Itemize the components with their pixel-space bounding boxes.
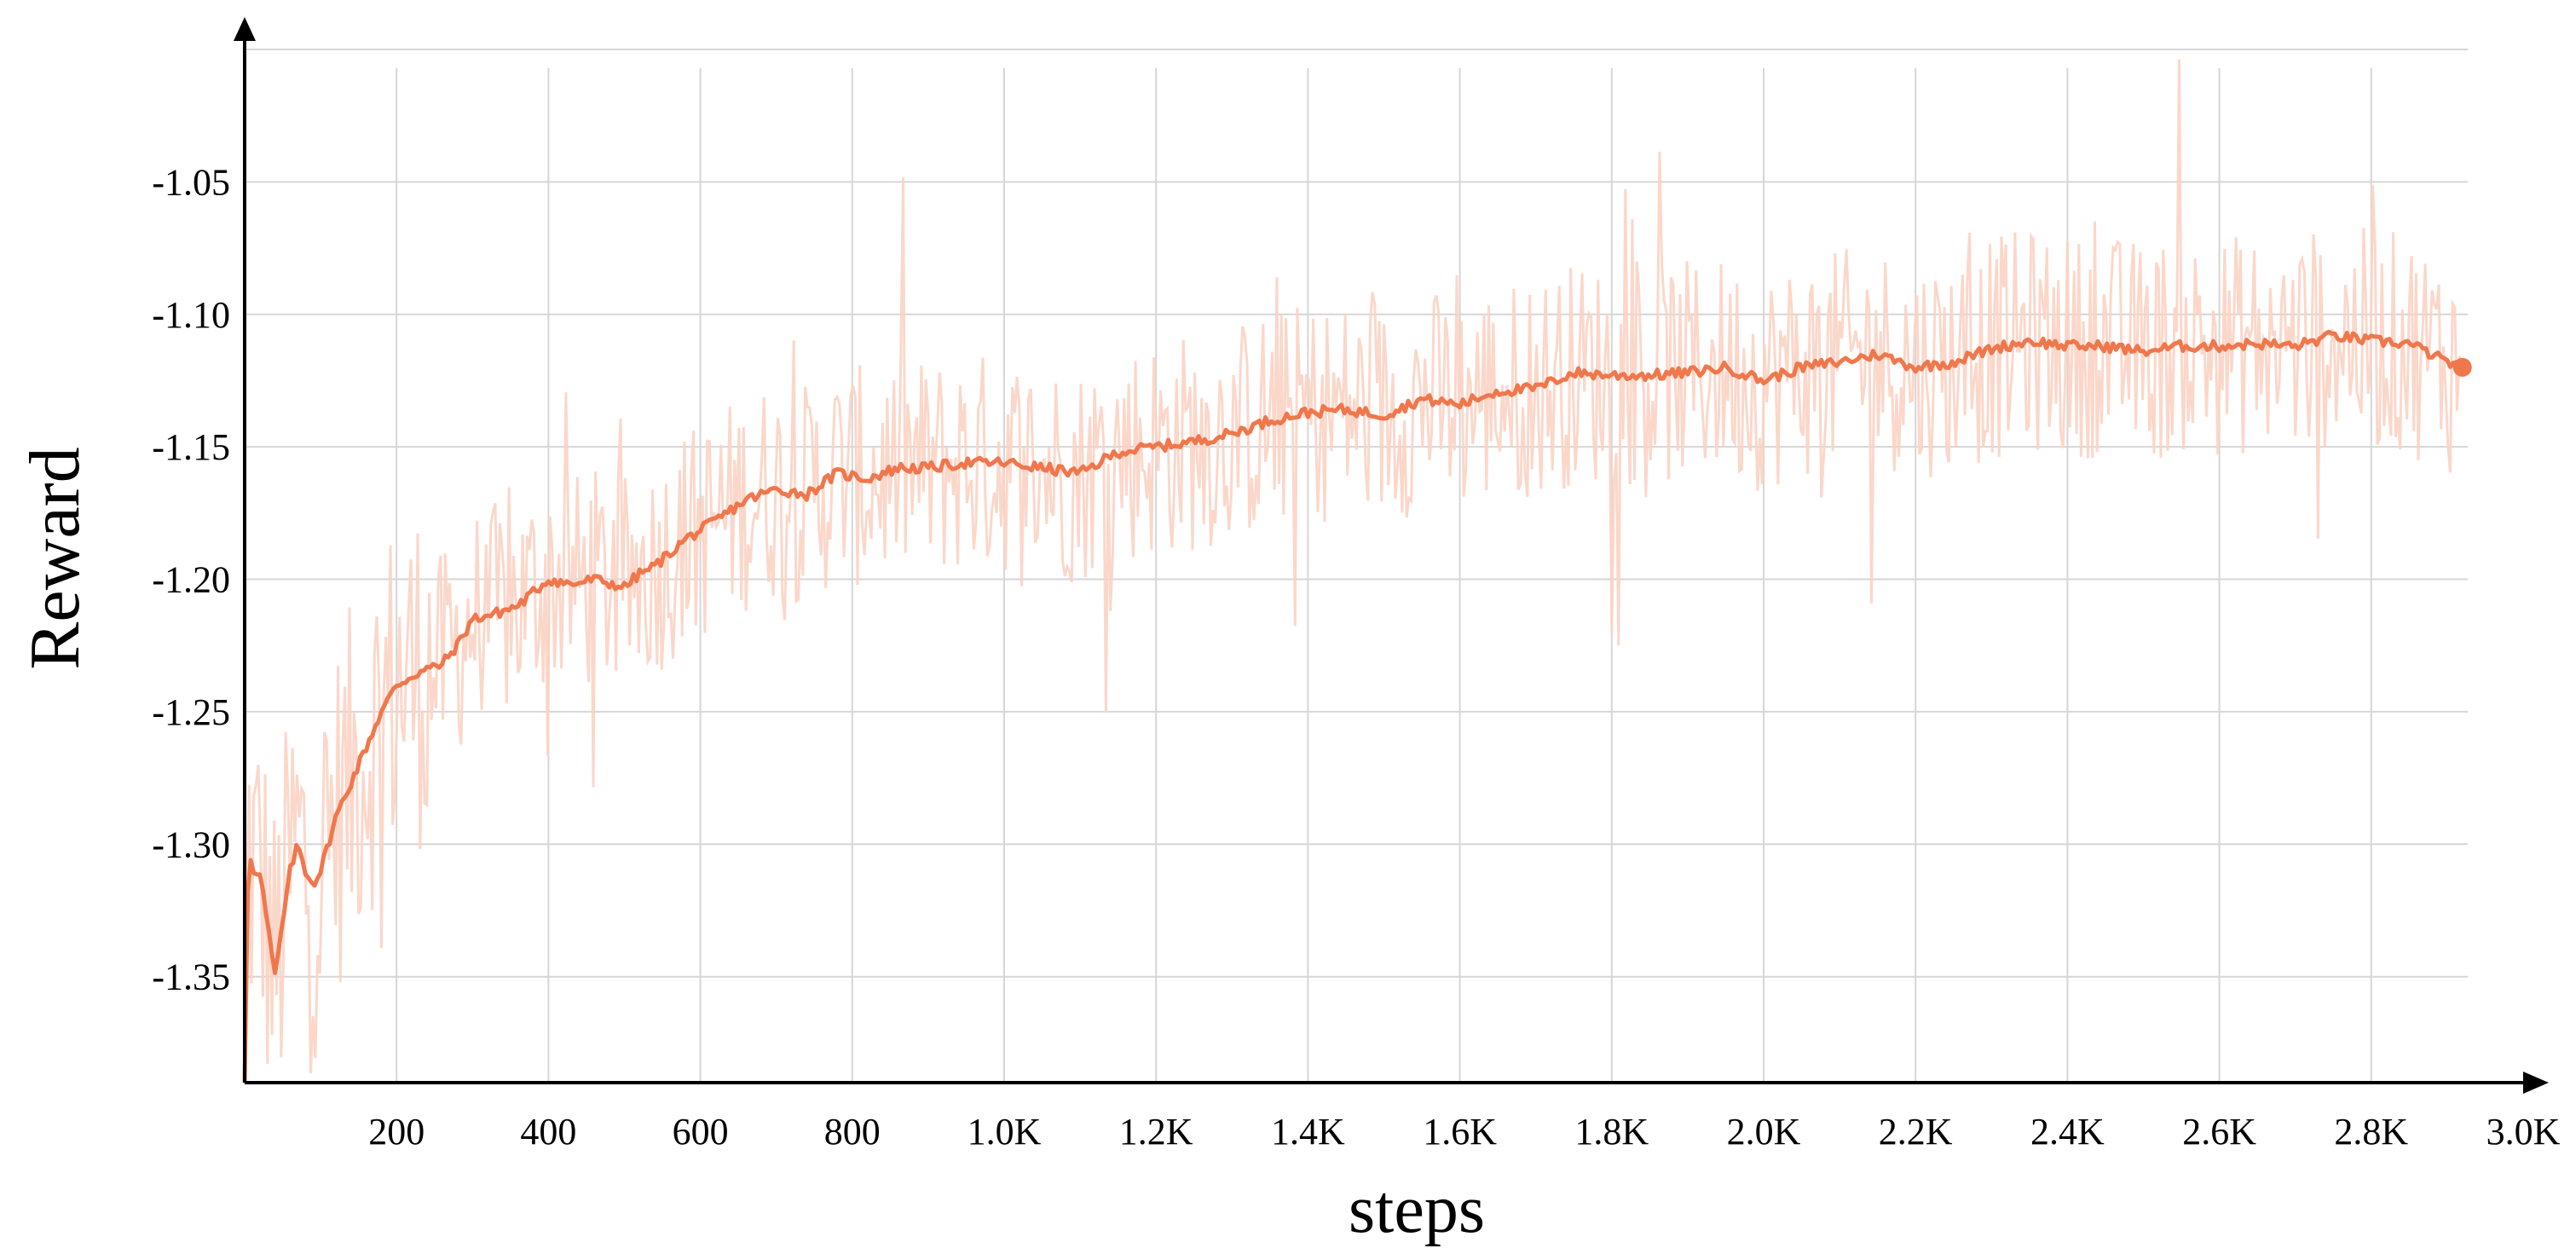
y-axis-arrow — [234, 17, 256, 41]
x-tick-label: 400 — [520, 1111, 576, 1153]
grid-lines — [245, 49, 2468, 1083]
x-tick-label: 2.2K — [1879, 1111, 1953, 1153]
y-tick-label: -1.30 — [152, 823, 230, 865]
y-tick-label: -1.25 — [152, 691, 230, 733]
x-tick-label: 800 — [824, 1111, 881, 1153]
y-axis-title: Reward — [15, 447, 95, 669]
raw-series-layer — [243, 59, 2463, 1074]
x-tick-label: 1.4K — [1271, 1111, 1345, 1153]
x-tick-label: 2.8K — [2334, 1111, 2408, 1153]
x-tick-label: 1.0K — [967, 1111, 1042, 1153]
x-tick-label: 2.4K — [2030, 1111, 2105, 1153]
x-tick-label: 2.0K — [1727, 1111, 1801, 1153]
smoothed-reward-line — [242, 329, 2463, 1084]
y-tick-label: -1.20 — [152, 559, 230, 601]
axes — [234, 17, 2549, 1094]
x-tick-label: 2.6K — [2182, 1111, 2256, 1153]
last-point-marker — [2452, 357, 2472, 377]
x-tick-label: 3.0K — [2486, 1111, 2561, 1153]
y-tick-label: -1.35 — [152, 956, 230, 998]
smoothed-series-layer — [242, 329, 2472, 1084]
y-tick-label: -1.05 — [152, 161, 230, 203]
x-tick-label: 600 — [673, 1111, 729, 1153]
x-axis-title: steps — [1349, 1172, 1485, 1247]
y-tick-label: -1.10 — [152, 294, 230, 336]
tick-labels: -1.05 -1.10 -1.15 -1.20 -1.25 -1.30 -1.35 200 40… — [152, 161, 2560, 1153]
x-tick-label: 1.8K — [1574, 1111, 1649, 1153]
x-axis-arrow — [2523, 1072, 2549, 1094]
x-tick-label: 1.6K — [1423, 1111, 1497, 1153]
x-tick-label: 200 — [368, 1111, 425, 1153]
x-tick-label: 1.2K — [1119, 1111, 1193, 1153]
raw-reward-line — [243, 59, 2463, 1074]
y-tick-label: -1.15 — [152, 426, 230, 468]
